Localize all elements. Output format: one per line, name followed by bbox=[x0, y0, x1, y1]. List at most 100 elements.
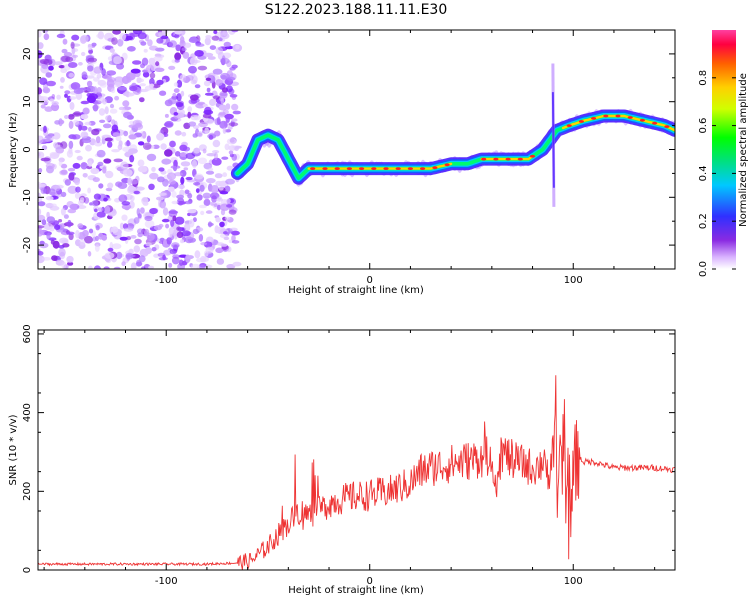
noise-blob bbox=[226, 198, 231, 204]
noise-blob bbox=[48, 65, 54, 71]
noise-blob bbox=[136, 208, 141, 216]
noise-blob bbox=[56, 33, 66, 39]
noise-blob bbox=[184, 189, 190, 195]
noise-blob bbox=[183, 167, 189, 171]
spectrogram-xlabel: Height of straight line (km) bbox=[288, 285, 424, 296]
noise-blob bbox=[72, 162, 81, 169]
noise-blob bbox=[87, 65, 94, 72]
noise-blob bbox=[95, 136, 101, 144]
y-tick-label: -20 bbox=[22, 237, 33, 253]
noise-blob bbox=[146, 232, 155, 241]
noise-blob bbox=[227, 126, 233, 130]
noise-blob bbox=[82, 107, 90, 115]
noise-blob bbox=[92, 177, 100, 183]
noise-blob bbox=[205, 35, 212, 39]
noise-blob bbox=[49, 98, 55, 103]
noise-blob bbox=[173, 165, 177, 172]
noise-blob bbox=[38, 181, 42, 189]
noise-blob bbox=[40, 99, 49, 105]
noise-blob bbox=[158, 31, 163, 38]
colorbar-tick-label: 0.2 bbox=[698, 213, 709, 229]
noise-blob bbox=[149, 72, 156, 79]
noise-blob bbox=[122, 100, 130, 107]
noise-blob bbox=[59, 237, 69, 244]
noise-blob bbox=[180, 90, 185, 97]
noise-blob bbox=[91, 128, 100, 136]
noise-blob bbox=[219, 120, 228, 129]
noise-blob bbox=[64, 179, 72, 186]
noise-blob bbox=[66, 255, 74, 263]
noise-blob bbox=[38, 201, 46, 207]
noise-blob bbox=[103, 266, 110, 269]
noise-blob bbox=[228, 122, 239, 127]
noise-blob bbox=[194, 173, 204, 180]
noise-blob bbox=[118, 86, 127, 91]
noise-blob bbox=[128, 134, 137, 140]
noise-blob bbox=[106, 79, 115, 88]
noise-blob bbox=[191, 160, 198, 169]
noise-blob bbox=[149, 83, 155, 88]
noise-blob bbox=[176, 201, 186, 205]
noise-blob bbox=[159, 200, 166, 209]
noise-blob bbox=[67, 261, 74, 266]
noise-blob bbox=[163, 249, 172, 256]
ridge-core bbox=[307, 162, 453, 170]
noise-blob bbox=[217, 112, 226, 118]
noise-blob bbox=[184, 200, 193, 205]
noise-blob bbox=[102, 123, 112, 129]
noise-blob bbox=[54, 224, 61, 230]
noise-blob bbox=[58, 160, 63, 167]
noise-blob bbox=[132, 60, 142, 65]
noise-blob bbox=[144, 215, 153, 222]
noise-blob bbox=[224, 113, 234, 120]
noise-blob bbox=[60, 191, 67, 198]
noise-blob bbox=[183, 77, 191, 82]
noise-blob bbox=[70, 41, 75, 49]
noise-blob bbox=[192, 228, 199, 235]
noise-blob bbox=[172, 254, 181, 259]
noise-blob bbox=[109, 103, 115, 109]
noise-blob bbox=[174, 172, 183, 177]
colorbar-label: Normalized spectral amplitude bbox=[738, 73, 749, 227]
noise-blob bbox=[50, 103, 60, 112]
noise-blob bbox=[133, 217, 140, 224]
noise-blob bbox=[208, 134, 214, 140]
noise-blob bbox=[88, 265, 93, 269]
noise-blob bbox=[187, 111, 192, 119]
ridge bbox=[230, 63, 675, 207]
noise-blob bbox=[205, 178, 216, 184]
noise-blob bbox=[105, 170, 114, 179]
noise-blob bbox=[82, 229, 89, 237]
noise-blob bbox=[93, 265, 101, 269]
noise-blob bbox=[59, 85, 64, 89]
noise-blob bbox=[104, 205, 111, 214]
noise-blob bbox=[137, 141, 145, 146]
colorbar-tick-label: 0.8 bbox=[698, 70, 709, 86]
noise-blob bbox=[87, 160, 93, 167]
noise-blob bbox=[135, 261, 142, 267]
noise-blob bbox=[138, 255, 146, 263]
noise-blob bbox=[72, 119, 80, 125]
noise-blob bbox=[84, 121, 92, 126]
noise-blob bbox=[176, 93, 182, 102]
noise-blob bbox=[87, 251, 92, 257]
noise-field bbox=[38, 30, 243, 269]
noise-blob bbox=[218, 185, 224, 191]
noise-blob bbox=[226, 165, 234, 171]
noise-blob bbox=[208, 167, 214, 172]
noise-blob bbox=[126, 76, 132, 83]
noise-blob bbox=[125, 254, 136, 258]
noise-blob bbox=[188, 65, 197, 74]
noise-blob bbox=[54, 184, 64, 189]
noise-blob bbox=[38, 225, 45, 229]
noise-blob bbox=[167, 186, 175, 192]
noise-blob bbox=[76, 155, 83, 161]
noise-blob bbox=[139, 83, 146, 87]
colorbar-ticks: 0.0 0.2 0.4 0.6 0.8 bbox=[698, 70, 736, 277]
noise-blob bbox=[141, 196, 149, 205]
noise-blob bbox=[156, 37, 164, 44]
x-tick-label: 0 bbox=[367, 275, 373, 286]
noise-blob bbox=[147, 39, 153, 47]
noise-blob bbox=[94, 208, 98, 213]
noise-blob bbox=[219, 221, 225, 228]
